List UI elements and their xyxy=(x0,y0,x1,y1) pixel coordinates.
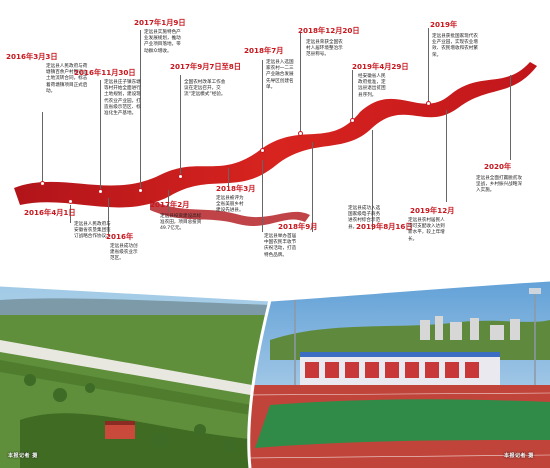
timeline-text: 定远县实施特色产业发展规划，推动产业项目落地，带动群众增收。 xyxy=(144,30,181,54)
timeline-dot xyxy=(40,181,45,186)
timeline-date: 2019年4月29日 xyxy=(352,62,409,71)
timeline-text: 定远县获批国家现代农业产业园，实现农业增效、农民增收和农村繁荣。 xyxy=(432,34,478,58)
timeline-date: 2020年 xyxy=(484,162,512,171)
connector-line xyxy=(180,75,181,175)
connector-line xyxy=(446,110,447,202)
timeline-text: 定远县全面打赢脱贫攻坚战，乡村振兴战略深入实施。 xyxy=(476,176,522,194)
timeline-date: 2018年7月 xyxy=(244,46,284,55)
timeline-dot xyxy=(138,188,143,193)
connector-line xyxy=(312,142,313,232)
timeline-date: 2016年4月1日 xyxy=(24,208,76,217)
timeline-dot xyxy=(260,148,265,153)
connector-line xyxy=(428,28,429,103)
connector-line xyxy=(510,75,511,160)
timeline-dot xyxy=(68,199,73,204)
timeline-date: 2019年12月 xyxy=(410,206,455,215)
connector-line xyxy=(70,205,71,223)
timeline-text: 定远县成功创建省级农业示范区。 xyxy=(110,244,138,262)
red-ribbon xyxy=(14,62,537,227)
timeline-date: 2019年8月16日 xyxy=(356,222,413,231)
timeline-date: 2018年12月20日 xyxy=(298,26,360,35)
timeline-text: 定远县庄子镇东塘等村开始全面进行土地规划，建设现代农业产业园，打造省级示范区、标… xyxy=(104,80,141,117)
timeline-text: 定远县成功入选国家级电子商务进农村综合示范县。 xyxy=(348,206,381,230)
timeline-text: 定远县被评为全省美丽乡村建设先进县。 xyxy=(216,196,244,214)
timeline-date: 2019年 xyxy=(430,20,458,29)
timeline-dot xyxy=(178,174,183,179)
connector-line xyxy=(300,33,301,133)
timeline-dot xyxy=(98,189,103,194)
timeline-date: 2016年11月30日 xyxy=(74,68,136,77)
timeline-date: 2017年2月 xyxy=(150,200,190,209)
timeline-text: 定远县农村居民人均可支配收入达到新水平，较上年增长。 xyxy=(408,218,445,242)
timeline-dot xyxy=(426,101,431,106)
timeline-text: 定远县入选国家农村一二三产业融合发展先导区创建名单。 xyxy=(266,60,294,90)
connector-line xyxy=(262,60,263,150)
photo-credit: 本报记者 摄 xyxy=(8,453,38,459)
timeline-text: 定远县荣获全国农村人居环境整治示范县称号。 xyxy=(306,40,343,58)
connector-line xyxy=(140,30,141,190)
timeline-text: 定远县人民政府与安徽省农垦集团签订战略合作协议。 xyxy=(74,222,111,240)
timeline-date: 2017年9月7日至8日 xyxy=(170,62,241,71)
timeline-text: 定远县投资建设高标准农田，项目总投资49.7亿元。 xyxy=(160,214,202,232)
timeline-date: 2016年 xyxy=(106,232,134,241)
connector-line xyxy=(108,198,109,236)
photo-credit: 本报记者 摄 xyxy=(504,453,534,459)
connector-line xyxy=(262,160,263,232)
timeline-dot xyxy=(298,131,303,136)
connector-line xyxy=(100,80,101,190)
connector-line xyxy=(228,168,229,186)
timeline-date: 2016年3月3日 xyxy=(6,52,58,61)
farmland-photo xyxy=(0,285,270,468)
stadium-photo xyxy=(248,280,550,468)
connector-line xyxy=(168,190,169,212)
connector-line xyxy=(372,130,373,230)
timeline-date: 2018年3月 xyxy=(216,184,256,193)
timeline-text: 全国农村改革工作会议在定远召开，交流“定远模式”经验。 xyxy=(184,80,226,98)
timeline-text: 经安徽省人民政府批准，定远县退出贫困县序列。 xyxy=(358,74,386,98)
timeline-date: 2018年9月 xyxy=(278,222,318,231)
timeline-dot xyxy=(350,118,355,123)
timeline-text: 定远县人民政府与荷塘镇百余户村民订立土地流转合同，标志着荷塘镇项目正式启动。 xyxy=(46,64,88,94)
timeline-date: 2017年1月9日 xyxy=(134,18,186,27)
timeline-text: 定远县举办首届中国农民丰收节庆祝活动，打造特色品牌。 xyxy=(264,234,297,258)
connector-line xyxy=(352,70,353,120)
connector-line xyxy=(42,112,43,182)
